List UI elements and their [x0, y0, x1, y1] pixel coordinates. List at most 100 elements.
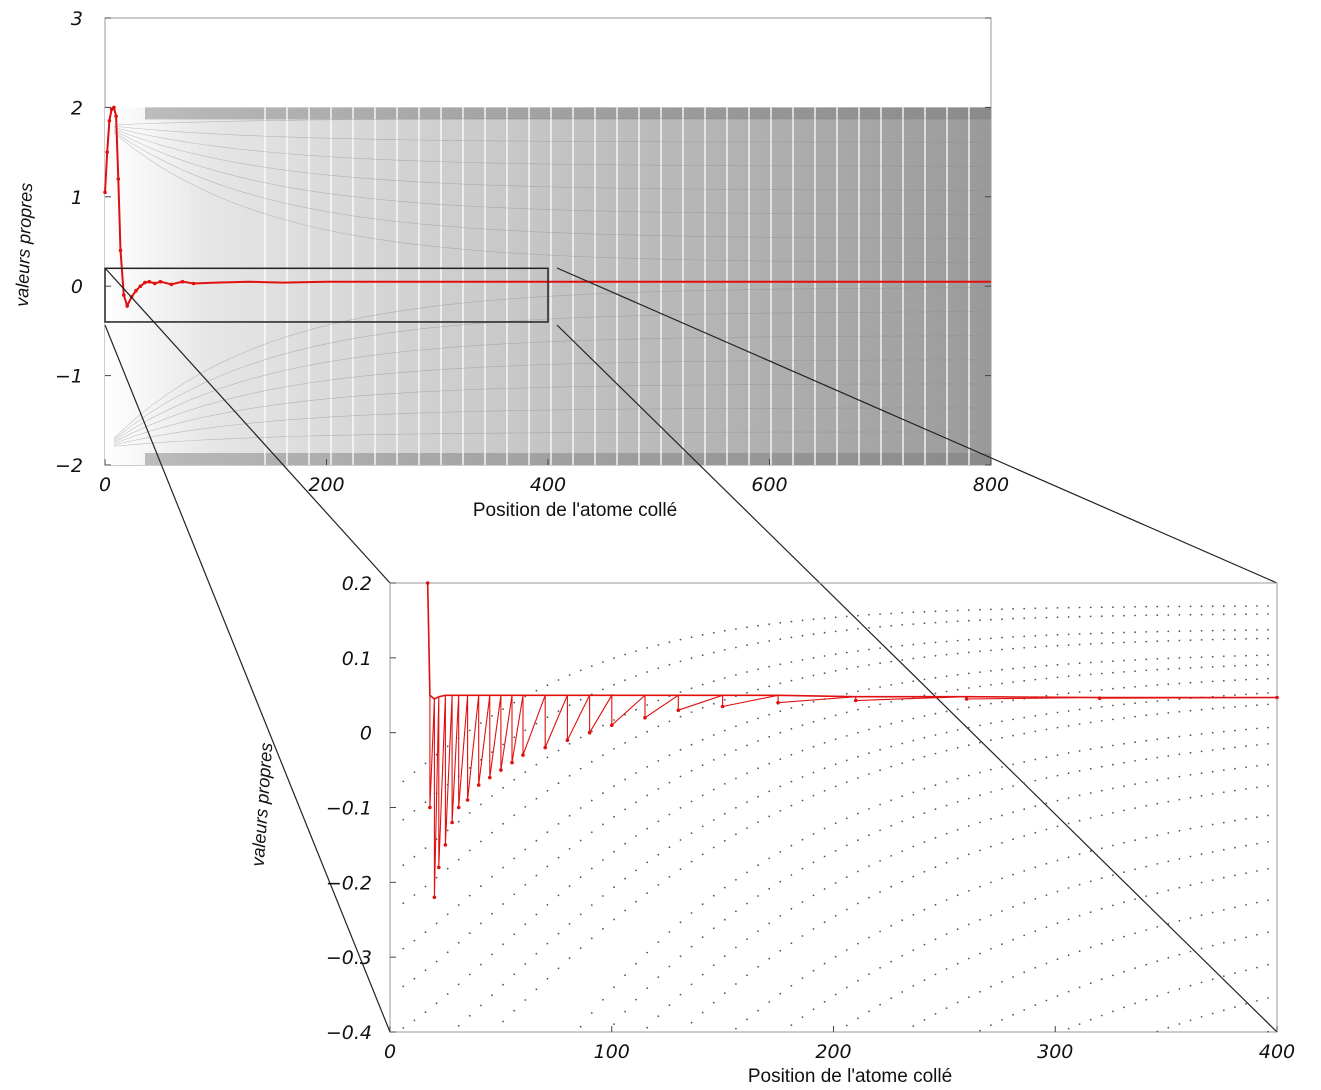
- zoom-grey-point: [1245, 818, 1247, 820]
- zoom-grey-point: [1222, 694, 1225, 697]
- zoom-grey-point: [524, 884, 527, 886]
- zoom-grey-point: [657, 820, 660, 823]
- zoom-grey-point: [1234, 906, 1236, 909]
- zoom-grey-point: [1001, 766, 1003, 768]
- zoom-grey-point: [679, 868, 682, 870]
- zoom-grey-point: [790, 907, 793, 910]
- zoom-y-ticks: 0.2 0.1 0 −0.1 −0.2 −0.3 −0.4: [326, 573, 396, 1044]
- zoom-grey-point: [402, 985, 405, 988]
- zoom-grey-point: [1222, 613, 1225, 616]
- overview-y-tick-label: −1: [55, 366, 83, 388]
- zoom-grey-point: [1178, 886, 1181, 889]
- zoom-grey-point: [990, 881, 992, 884]
- zoom-grey-point: [1245, 629, 1247, 631]
- zoom-grey-point: [1001, 1019, 1003, 1021]
- zoom-grey-point: [1134, 839, 1136, 842]
- zoom-grey-point: [1100, 942, 1103, 945]
- zoom-grey-point: [979, 849, 981, 852]
- zoom-grey-point: [857, 870, 859, 873]
- zoom-grey-point: [1256, 870, 1258, 872]
- zoom-grey-point: [1001, 877, 1003, 880]
- zoom-grey-point: [1089, 748, 1092, 750]
- zoom-grey-point: [557, 679, 560, 681]
- zoom-grey-point: [1089, 1018, 1092, 1021]
- zoom-grey-point: [1012, 699, 1014, 702]
- zoom-grey-point: [956, 673, 959, 676]
- overview-y-axis-label: valeurs propres: [12, 182, 36, 307]
- zoom-grey-point: [1200, 981, 1203, 984]
- zoom-grey-point: [768, 623, 771, 626]
- zoom-grey-point: [934, 808, 937, 811]
- zoom-grey-point: [979, 638, 981, 640]
- zoom-grey-point: [779, 758, 782, 760]
- zoom-grey-point: [1001, 720, 1003, 723]
- zoom-grey-point: [1034, 607, 1037, 610]
- zoom-grey-point: [746, 801, 748, 803]
- zoom-grey-point: [590, 831, 593, 834]
- zoom-grey-point: [590, 665, 593, 667]
- zoom-grey-point: [590, 867, 593, 870]
- zoom-grey-point: [1267, 814, 1269, 817]
- zoom-grey-point: [513, 933, 516, 936]
- zoom-grey-point: [712, 1001, 715, 1004]
- zoom-grey-point: [690, 711, 693, 713]
- zoom-grey-point: [1211, 731, 1214, 734]
- zoom-grey-point: [1267, 868, 1269, 870]
- zoom-grey-point: [812, 794, 815, 797]
- zoom-grey-point: [1067, 724, 1070, 727]
- zoom-grey-point: [812, 674, 815, 677]
- zoom-grey-point: [912, 739, 915, 742]
- overview-red-point: [169, 282, 174, 287]
- zoom-grey-point: [879, 748, 881, 751]
- zoom-grey-point: [668, 931, 671, 933]
- zoom-grey-point: [923, 622, 926, 625]
- zoom-grey-point: [1145, 669, 1148, 672]
- zoom-grey-point: [657, 884, 660, 886]
- zoom-grey-point: [513, 814, 516, 817]
- zoom-grey-point: [568, 885, 571, 888]
- zoom-grey-point: [1178, 1023, 1181, 1025]
- zoom-grey-point: [1056, 633, 1059, 636]
- zoom-grey-point: [424, 1011, 427, 1014]
- zoom-grey-point: [1089, 792, 1092, 794]
- zoom-grey-point: [524, 729, 527, 732]
- zoom-grey-point: [679, 921, 682, 924]
- zoom-grey-point: [1178, 657, 1181, 659]
- zoom-grey-point: [768, 713, 771, 716]
- zoom-grey-point: [834, 738, 837, 741]
- zoom-grey-point: [457, 941, 460, 944]
- zoom-grey-point: [901, 850, 904, 852]
- zoom-grey-point: [435, 922, 438, 925]
- zoom-grey-point: [524, 923, 527, 926]
- zoom-grey-point: [1134, 659, 1136, 661]
- zoom-grey-point: [502, 822, 504, 825]
- zoom-grey-point: [923, 678, 926, 681]
- zoom-grey-point: [602, 688, 604, 691]
- zoom-grey-point: [1012, 667, 1014, 670]
- zoom-grey-point: [1067, 918, 1070, 921]
- zoom-grey-point: [768, 887, 771, 890]
- zoom-grey-point: [679, 993, 682, 996]
- zoom-grey-point: [1067, 856, 1070, 859]
- zoom-grey-point: [912, 680, 915, 683]
- projection-line-tr: [556, 267, 1278, 584]
- zoom-y-tick-label: −0.4: [326, 1022, 372, 1044]
- zoom-grey-point: [1012, 1013, 1014, 1016]
- zoom-grey-point: [668, 813, 671, 816]
- zoom-grey-point: [1012, 905, 1014, 908]
- zoom-grey-point: [934, 712, 937, 715]
- zoom-grey-point: [801, 677, 804, 679]
- zoom-grey-point: [934, 973, 937, 976]
- zoom-grey-point: [990, 1024, 992, 1027]
- zoom-grey-point: [945, 861, 948, 864]
- zoom-grey-point: [868, 706, 870, 708]
- zoom-grey-point: [1089, 673, 1092, 676]
- zoom-red-point: [1097, 696, 1102, 700]
- zoom-grey-point: [990, 670, 992, 672]
- overview-red-point: [180, 279, 185, 284]
- zoom-grey-point: [457, 983, 460, 986]
- zoom-grey-point: [1156, 995, 1159, 997]
- zoom-grey-point: [1123, 671, 1125, 673]
- zoom-grey-point: [1167, 657, 1170, 660]
- zoom-grey-point: [990, 722, 992, 725]
